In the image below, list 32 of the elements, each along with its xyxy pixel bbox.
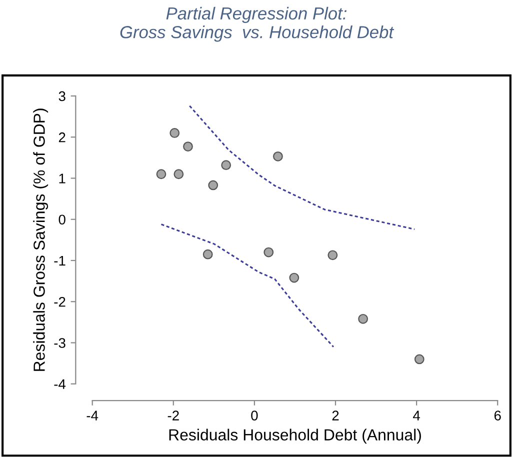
point	[414, 354, 424, 364]
point	[183, 142, 193, 152]
x-tick-label: 6	[494, 410, 501, 420]
point	[156, 169, 166, 180]
x-tick-label: 4	[413, 410, 420, 420]
y-axis-title: Residuals Gross Savings (% of GDP)	[33, 108, 48, 371]
x-tick-label: -2	[168, 410, 179, 420]
x-tick-label: 2	[332, 410, 339, 420]
point	[273, 151, 283, 162]
x-tick-label: -4	[86, 410, 98, 420]
point	[264, 247, 274, 258]
y-tick-label: 1	[59, 174, 66, 184]
y-tick-label: -4	[54, 379, 66, 389]
point	[208, 180, 218, 190]
point	[358, 314, 368, 324]
point	[289, 272, 300, 283]
point	[202, 249, 213, 260]
line-series	[160, 224, 334, 348]
y-tick-label: -1	[54, 256, 66, 266]
point	[174, 169, 184, 180]
y-tick-label: 3	[58, 91, 66, 102]
point	[221, 160, 232, 170]
x-tick-label: 0	[251, 410, 258, 420]
y-tick-label: -3	[54, 338, 66, 348]
y-tick-label: 0	[58, 214, 66, 225]
y-tick-label: -2	[54, 296, 66, 307]
y-tick-label: 2	[58, 132, 66, 142]
x-axis-title: Residuals Household Debt (Annual)	[169, 428, 421, 444]
chart-title: Partial Regression Plot: Gross Savings vs. Household Debt	[120, 6, 394, 42]
point	[328, 250, 338, 260]
line-series	[188, 105, 416, 230]
point	[170, 128, 180, 138]
